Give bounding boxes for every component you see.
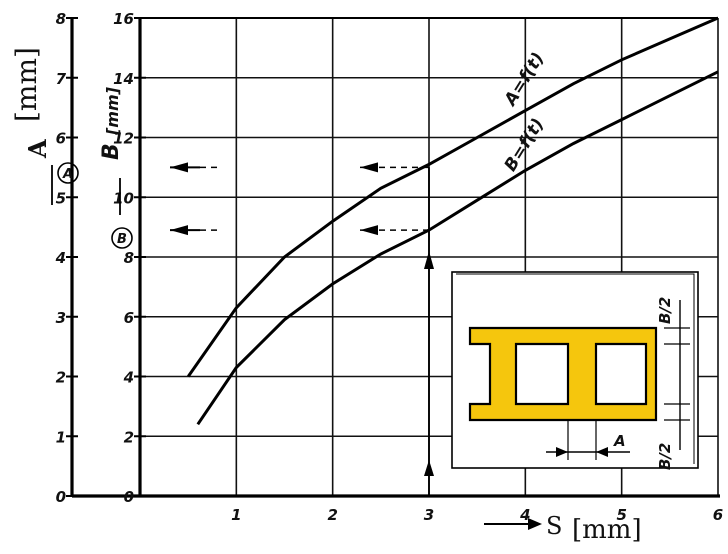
- cross-section-inset: B/2 B/2 A: [451, 271, 699, 470]
- arrow-up-mid-icon: [424, 251, 434, 269]
- circle-marker-b: B: [111, 227, 133, 249]
- a-tick-label: 4: [55, 249, 66, 267]
- a-tick-label: 0: [56, 488, 66, 506]
- x-tick-label: 2: [327, 506, 337, 524]
- b-tick-label: 0: [124, 488, 134, 506]
- b-axis-ticks: 0 2 4 6 8 10 12 14 16: [113, 10, 146, 506]
- circle-marker-b-text: B: [117, 232, 127, 247]
- x-tick-label: 1: [231, 506, 241, 524]
- dim-arrow-left-icon: [556, 447, 568, 457]
- series-label-b: B=f(t): [501, 115, 549, 175]
- arrow-right-s-head-icon: [528, 518, 542, 530]
- x-axis-ticks: 1 2 3 4 5 6: [231, 506, 723, 524]
- circle-marker-a-text: A: [62, 167, 73, 182]
- dim-label-b2-bottom: B/2: [656, 443, 674, 470]
- y-axis-a-letter: A: [23, 139, 52, 159]
- b-tick-label: 4: [123, 369, 134, 387]
- series-line-a: [186, 16, 719, 378]
- b-tick-label: 8: [124, 249, 134, 267]
- dim-label-a: A: [613, 432, 626, 450]
- x-tick-label: 3: [424, 506, 434, 524]
- arrow-left-outer-icon: [170, 162, 188, 173]
- a-axis-ticks: 0 1 2 3 4 5 6 7 8: [55, 10, 78, 506]
- y-axis-a-unit: [mm]: [10, 47, 43, 122]
- a-tick-label: 8: [56, 10, 66, 28]
- b-tick-label: 2: [124, 428, 134, 446]
- x-tick-label: 6: [713, 506, 723, 524]
- series-line-b: [196, 70, 719, 426]
- cross-section-shape: [468, 326, 658, 422]
- a-tick-label: 1: [56, 428, 66, 446]
- x-axis-letter: S: [546, 512, 562, 540]
- arrow-left-outer-icon: [170, 225, 188, 236]
- x-axis-unit: [mm]: [572, 515, 642, 545]
- arrow-left-inner-icon: [360, 225, 378, 236]
- x-tick-label: 5: [616, 506, 626, 524]
- circle-marker-a: A: [57, 162, 79, 184]
- dim-arrow-right-icon: [596, 447, 608, 457]
- a-tick-label: 6: [56, 130, 66, 148]
- b-tick-label: 12: [113, 130, 134, 148]
- x-tick-label: 4: [519, 506, 530, 524]
- a-tick-label: 7: [56, 70, 67, 88]
- b-tick-label: 6: [124, 309, 134, 327]
- a-tick-label: 3: [56, 309, 66, 327]
- x-axis-title: S [mm]: [484, 512, 642, 545]
- y-axis-b-letter: B: [99, 143, 124, 160]
- reference-lines: [170, 162, 434, 496]
- inset-frame-shadow: [456, 273, 695, 464]
- y-axis-b-unit: [mm]: [103, 86, 122, 136]
- b-tick-label: 16: [113, 10, 134, 28]
- a-tick-label: 5: [56, 189, 66, 207]
- arrow-up-bottom-icon: [424, 460, 434, 476]
- b-tick-label: 10: [113, 189, 134, 207]
- b-tick-label: 14: [113, 70, 134, 88]
- arrow-left-inner-icon: [360, 162, 378, 173]
- dim-label-b2-top: B/2: [656, 297, 674, 324]
- a-tick-label: 2: [56, 369, 66, 387]
